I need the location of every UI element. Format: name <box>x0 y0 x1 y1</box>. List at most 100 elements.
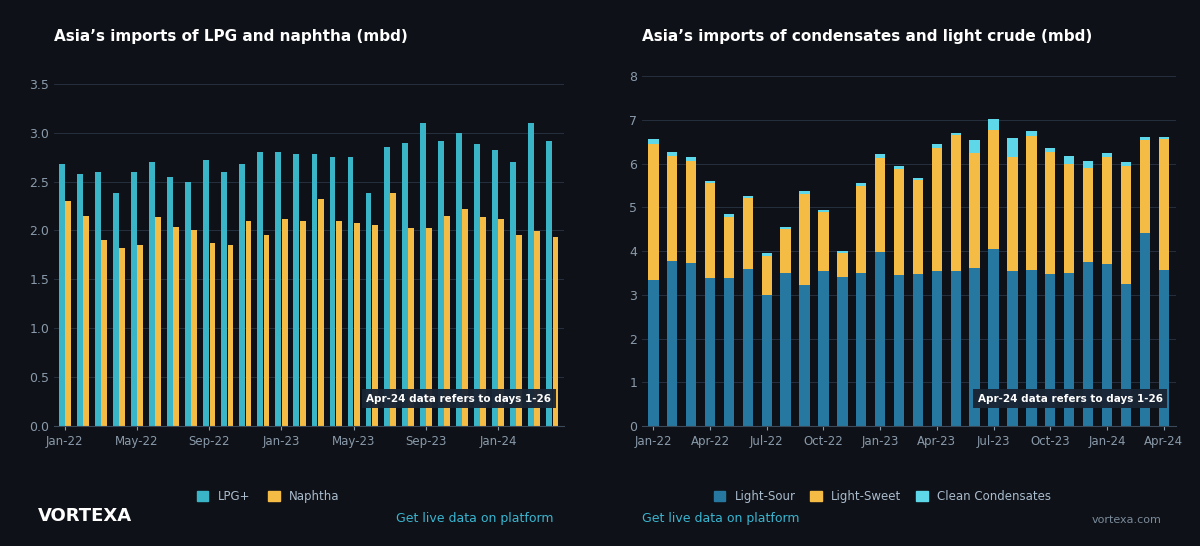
Bar <box>724 278 734 426</box>
Bar <box>686 157 696 161</box>
Bar <box>408 228 414 426</box>
Bar <box>704 278 715 426</box>
Text: VORTEXA: VORTEXA <box>38 507 132 525</box>
Legend: LPG+, Naphtha: LPG+, Naphtha <box>192 485 344 508</box>
Bar <box>528 123 534 426</box>
Bar <box>667 156 678 261</box>
Bar <box>686 161 696 263</box>
Bar <box>818 271 829 426</box>
Bar <box>203 160 209 426</box>
Bar <box>875 158 886 252</box>
Bar <box>239 164 245 426</box>
Bar <box>155 217 161 426</box>
Bar <box>185 182 191 426</box>
Bar <box>1121 166 1132 284</box>
Bar <box>330 157 335 426</box>
Bar <box>818 210 829 212</box>
Bar <box>1140 136 1150 140</box>
Bar <box>257 152 263 426</box>
Bar <box>444 216 450 426</box>
Bar <box>648 144 659 280</box>
Bar <box>780 229 791 273</box>
Bar <box>1007 271 1018 426</box>
Bar <box>372 224 378 426</box>
Bar <box>894 275 905 426</box>
Bar <box>318 199 324 426</box>
Bar <box>704 181 715 183</box>
Bar <box>420 123 426 426</box>
Bar <box>462 209 468 426</box>
Bar <box>838 251 847 253</box>
Bar <box>1140 140 1150 233</box>
Text: Get live data on platform: Get live data on platform <box>396 512 553 525</box>
Bar <box>246 221 252 426</box>
Bar <box>1026 270 1037 426</box>
Bar <box>516 235 522 426</box>
Bar <box>221 172 227 426</box>
Bar <box>1045 148 1056 152</box>
Bar <box>799 193 810 285</box>
Text: Asia’s imports of condensates and light crude (mbd): Asia’s imports of condensates and light … <box>642 29 1092 44</box>
Bar <box>875 252 886 426</box>
Bar <box>210 243 215 426</box>
Bar <box>667 152 678 156</box>
Bar <box>348 157 354 426</box>
Bar <box>648 280 659 426</box>
Bar <box>1026 131 1037 136</box>
Bar <box>1045 152 1056 274</box>
Bar <box>762 257 772 295</box>
Text: Asia’s imports of LPG and naphtha (mbd): Asia’s imports of LPG and naphtha (mbd) <box>54 29 408 44</box>
Bar <box>1158 270 1169 426</box>
Bar <box>931 147 942 271</box>
Bar <box>724 217 734 278</box>
Bar <box>838 253 847 277</box>
Bar <box>931 271 942 426</box>
Bar <box>384 147 390 426</box>
Bar <box>101 240 107 426</box>
Bar <box>1140 233 1150 426</box>
Bar <box>1082 161 1093 168</box>
Bar <box>510 162 516 426</box>
Bar <box>1102 153 1112 157</box>
Text: Apr-24 data refers to days 1-26: Apr-24 data refers to days 1-26 <box>978 394 1163 403</box>
Bar <box>667 261 678 426</box>
Bar <box>989 249 998 426</box>
Bar <box>1102 157 1112 264</box>
Bar <box>704 183 715 278</box>
Bar <box>1121 284 1132 426</box>
Bar <box>1045 274 1056 426</box>
Bar <box>1082 262 1093 426</box>
Bar <box>77 174 83 426</box>
Bar <box>1007 157 1018 271</box>
Bar <box>65 201 71 426</box>
Bar <box>780 227 791 229</box>
Bar <box>131 172 137 426</box>
Bar <box>1121 163 1132 166</box>
Bar <box>894 166 905 169</box>
Bar <box>149 162 155 426</box>
Bar <box>989 130 998 249</box>
Bar <box>480 217 486 426</box>
Bar <box>113 193 119 426</box>
Bar <box>276 152 281 426</box>
Bar <box>264 235 270 426</box>
Bar <box>799 191 810 193</box>
Bar <box>83 216 89 426</box>
Bar <box>390 193 396 426</box>
Bar <box>799 285 810 426</box>
Bar <box>294 155 299 426</box>
Bar <box>762 253 772 257</box>
Bar <box>950 135 961 271</box>
Bar <box>300 221 306 426</box>
Bar <box>228 245 233 426</box>
Bar <box>743 198 754 269</box>
Bar <box>498 219 504 426</box>
Bar <box>875 154 886 158</box>
Bar <box>989 119 998 130</box>
Bar <box>192 230 197 426</box>
Bar <box>686 263 696 426</box>
Bar <box>1064 164 1074 273</box>
Bar <box>913 274 923 426</box>
Bar <box>1158 139 1169 270</box>
Bar <box>970 140 980 153</box>
